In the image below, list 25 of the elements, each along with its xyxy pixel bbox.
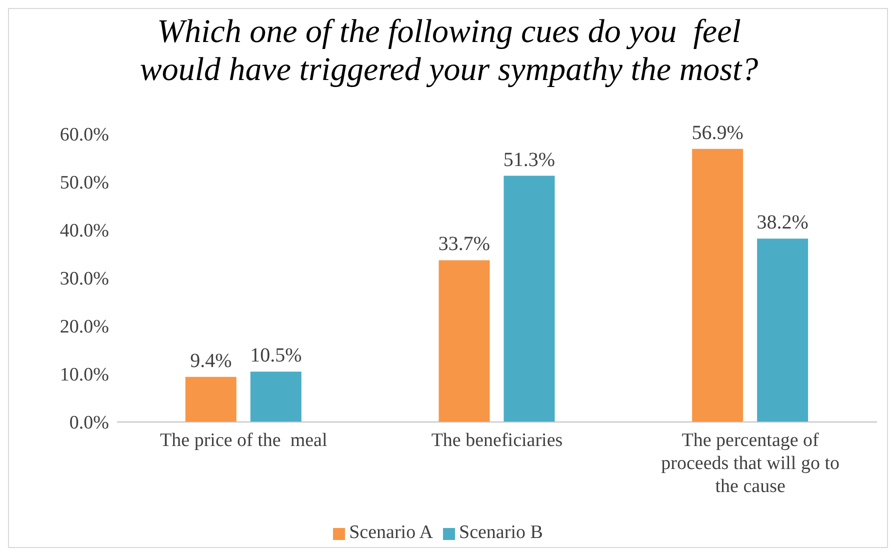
y-tick-label: 10.0% — [60, 364, 110, 386]
data-label: 10.5% — [250, 344, 302, 367]
bar — [692, 148, 744, 422]
data-label: 38.2% — [756, 212, 808, 234]
bar — [438, 260, 490, 422]
x-tick-label: The price of the meal — [160, 430, 328, 451]
legend-label: Scenario B — [459, 522, 543, 543]
y-tick-label: 60.0% — [60, 124, 110, 146]
y-tick-label: 30.0% — [60, 268, 110, 290]
y-tick-label: 20.0% — [60, 316, 110, 338]
legend-label: Scenario A — [349, 522, 433, 543]
data-label: 9.4% — [190, 350, 232, 372]
y-tick-label: 0.0% — [69, 412, 110, 434]
bar — [250, 372, 302, 422]
x-tick-label: The beneficiaries — [431, 430, 563, 451]
y-tick-label: 40.0% — [60, 220, 110, 242]
bar — [757, 238, 808, 422]
data-label: 33.7% — [438, 233, 490, 256]
y-tick-label: 50.0% — [60, 172, 110, 194]
bar — [504, 176, 555, 422]
x-tick-label: The percentage of proceeds that will go to the cause — [661, 430, 840, 497]
data-label: 56.9% — [692, 122, 744, 144]
chart-title: Which one of the following cues do you feel would have triggered your sympathy the most? — [138, 13, 760, 89]
data-label: 51.3% — [503, 148, 556, 171]
bar — [185, 376, 236, 422]
